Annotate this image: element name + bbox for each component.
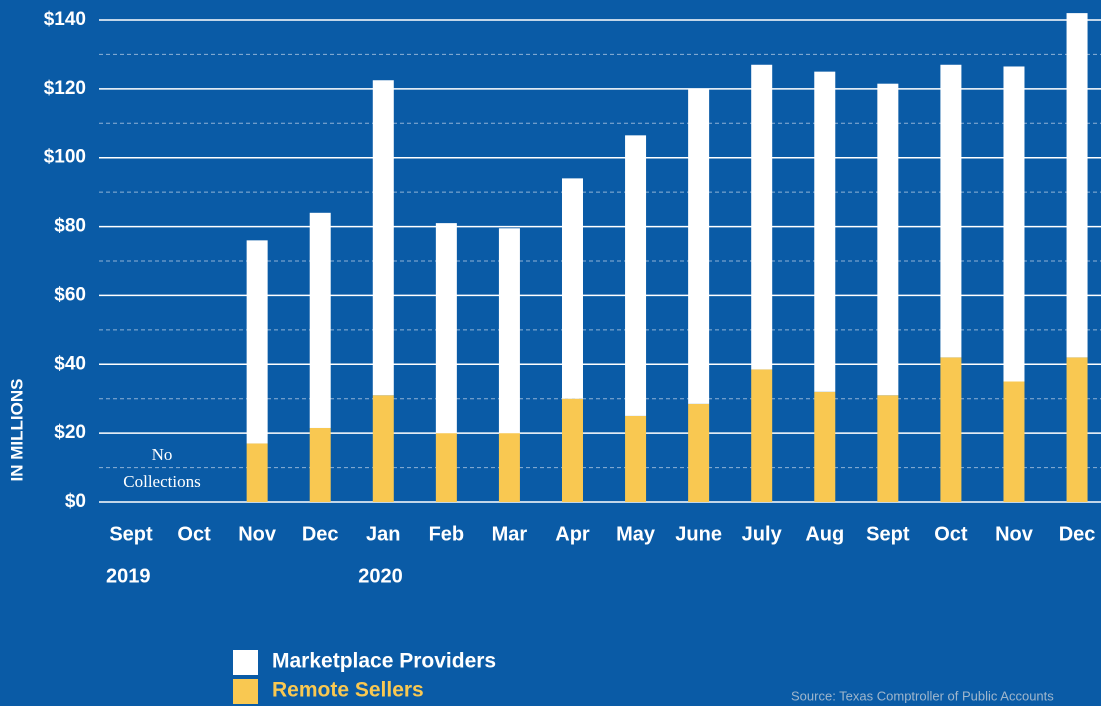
bar-segment (498, 228, 520, 434)
bar-segment (435, 433, 457, 502)
y-tick-label: $120 (44, 78, 86, 99)
bar-segment (1066, 13, 1088, 358)
x-tick-label: Aug (805, 523, 844, 545)
legend-label: Marketplace Providers (272, 650, 496, 673)
bar-segment (688, 403, 710, 502)
bar-segment (246, 240, 268, 444)
annotation: Collections (123, 472, 200, 491)
x-tick-label: June (675, 523, 722, 545)
y-tick-label: $20 (54, 422, 86, 443)
bar-segment (877, 395, 899, 502)
bar-segment (1003, 66, 1025, 382)
y-tick-label: $60 (54, 284, 86, 305)
bar-segment (246, 443, 268, 502)
bar-segment (309, 212, 331, 428)
x-tick-label: May (616, 523, 656, 545)
y-tick-label: $40 (54, 353, 86, 374)
y-tick-label: $100 (44, 147, 86, 168)
x-tick-label: Apr (555, 523, 590, 545)
bar-segment (625, 415, 647, 502)
x-tick-label: Oct (177, 523, 211, 545)
bar-segment (309, 427, 331, 502)
x-tick-label: Nov (995, 523, 1034, 545)
year-label: 2020 (358, 565, 403, 587)
bar-segment (372, 395, 394, 502)
x-tick-label: Oct (934, 523, 968, 545)
bar-segment (561, 398, 583, 502)
bar-segment (1003, 381, 1025, 502)
x-tick-label: Jan (366, 523, 400, 545)
x-tick-label: July (742, 523, 783, 545)
bar-segment (751, 64, 773, 370)
legend-swatch (233, 650, 258, 675)
x-tick-label: Sept (109, 523, 153, 545)
y-tick-label: $80 (54, 216, 86, 237)
bar-segment (498, 433, 520, 502)
bar-segment (561, 178, 583, 399)
year-label: 2019 (106, 565, 151, 587)
y-axis-label: IN MILLIONS (7, 379, 26, 482)
x-tick-label: Mar (492, 523, 528, 545)
bar-segment (372, 80, 394, 396)
bar-segment (940, 64, 962, 358)
legend-swatch (233, 679, 258, 704)
x-tick-label: Dec (1059, 523, 1096, 545)
x-tick-label: Dec (302, 523, 339, 545)
bar-segment (940, 357, 962, 502)
legend-label: Remote Sellers (272, 679, 424, 702)
bar-segment (751, 369, 773, 502)
x-tick-label: Sept (866, 523, 910, 545)
y-tick-label: $0 (65, 491, 86, 512)
x-tick-label: Feb (429, 523, 465, 545)
x-tick-label: Nov (238, 523, 277, 545)
y-tick-label: $140 (44, 9, 86, 30)
bar-segment (625, 135, 647, 416)
bar-segment (688, 88, 710, 404)
bar-segment (435, 223, 457, 434)
bar-segment (814, 391, 836, 502)
bar-segment (1066, 357, 1088, 502)
bar-segment (877, 83, 899, 396)
bar-segment (814, 71, 836, 392)
source: Source: Texas Comptroller of Public Acco… (791, 688, 1054, 703)
annotation: No (152, 445, 173, 464)
